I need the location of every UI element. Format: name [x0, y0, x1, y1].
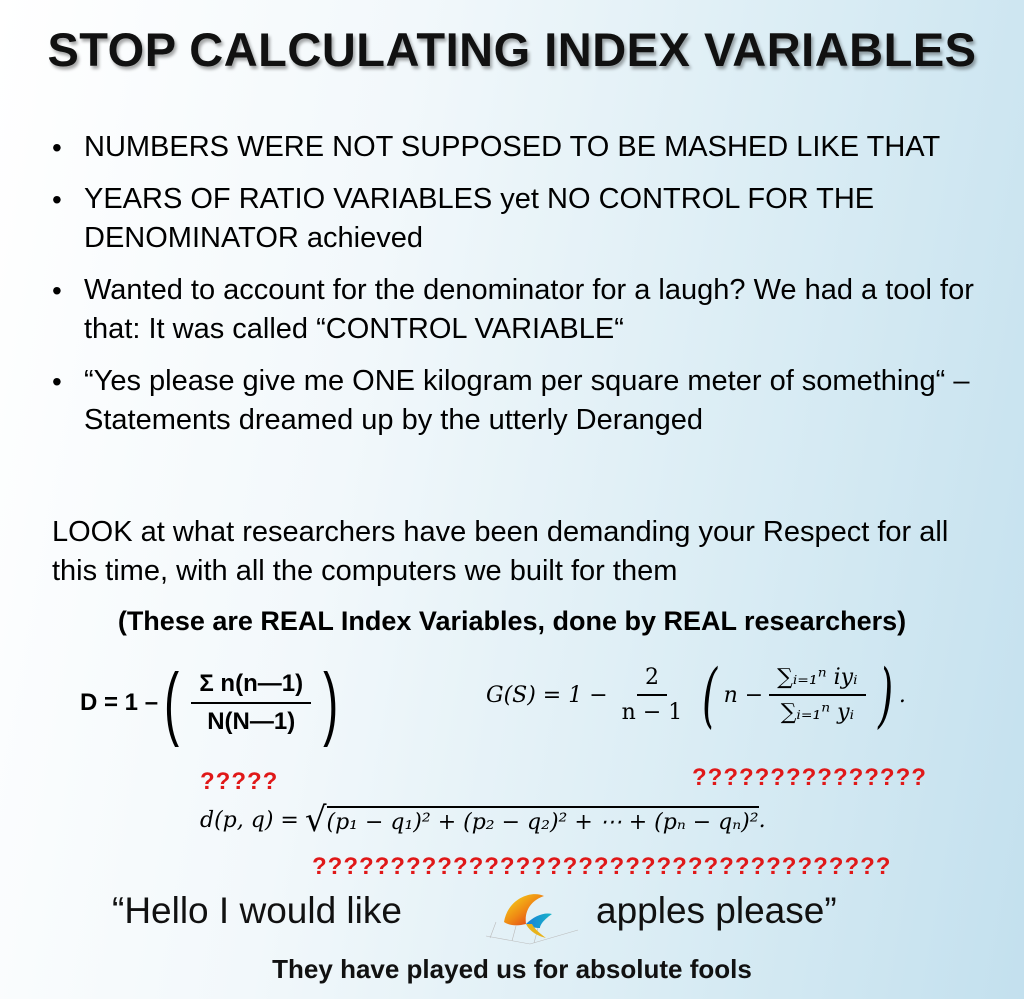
- formula-denominator: N(N—1): [207, 708, 296, 735]
- formula-denominator: n − 1: [621, 700, 683, 725]
- formula-numerator: Σ n(n—1): [191, 670, 312, 704]
- right-paren-icon: ): [877, 654, 893, 736]
- formula-coefficient: 2 n − 1: [614, 665, 691, 725]
- formula-lhs: G(S) = 1 −: [486, 682, 608, 708]
- diversity-index-formula: D = 1 – ( Σ n(n—1) N(N—1) ): [80, 662, 344, 744]
- formula-end: .: [898, 682, 906, 708]
- formula-numerator: 2: [636, 665, 667, 696]
- look-paragraph: LOOK at what researchers have been deman…: [52, 516, 949, 587]
- question-marks: ?????: [200, 768, 279, 795]
- hello-text-end: apples please”: [596, 890, 837, 931]
- hello-text-start: “Hello I would like: [112, 890, 402, 931]
- sqrt-icon: √: [304, 800, 327, 840]
- formula-numerator: ∑ᵢ₌₁ⁿ iyᵢ: [769, 665, 866, 696]
- formula-denominator: ∑ᵢ₌₁ⁿ yᵢ: [780, 700, 855, 725]
- formula-lhs: d(p, q) =: [200, 807, 299, 833]
- formula-term: n −: [723, 682, 764, 708]
- page-title: STOP CALCULATING INDEX VARIABLES: [47, 23, 977, 76]
- bullet-item: NUMBERS WERE NOT SUPPOSED TO BE MASHED L…: [52, 128, 982, 167]
- question-marks: ???????????????: [692, 764, 927, 791]
- formula-radicand: (p₁ − q₁)² + (p₂ − q₂)² + ⋯ + (pₙ − qₙ)²: [326, 805, 759, 835]
- bullet-item: Wanted to account for the denominator fo…: [52, 271, 982, 349]
- left-paren-icon: (: [702, 654, 718, 736]
- formulas-subtitle: (These are REAL Index Variables, done by…: [117, 606, 907, 636]
- closing-line: They have played us for absolute fools: [272, 954, 752, 984]
- gini-formula: G(S) = 1 − 2 n − 1 ( n − ∑ᵢ₌₁ⁿ iyᵢ ∑ᵢ₌₁ⁿ…: [486, 660, 906, 730]
- bullet-list: NUMBERS WERE NOT SUPPOSED TO BE MASHED L…: [52, 128, 982, 453]
- right-paren-icon: ): [323, 657, 339, 748]
- question-marks: ?????????????????????????????????????: [312, 853, 892, 880]
- hello-line: “Hello I would like apples please”: [112, 890, 837, 932]
- 3d-surface-plot-icon: [485, 894, 579, 945]
- left-paren-icon: (: [164, 657, 180, 748]
- formula-fraction: ∑ᵢ₌₁ⁿ iyᵢ ∑ᵢ₌₁ⁿ yᵢ: [769, 665, 866, 725]
- bullet-item: YEARS OF RATIO VARIABLES yet NO CONTROL …: [52, 180, 982, 258]
- formula-end: .: [758, 807, 766, 833]
- bullet-item: “Yes please give me ONE kilogram per squ…: [52, 362, 982, 440]
- formula-fraction: Σ n(n—1) N(N—1): [191, 670, 312, 736]
- euclidean-distance-formula: d(p, q) = √ (p₁ − q₁)² + (p₂ − q₂)² + ⋯ …: [200, 800, 766, 840]
- formula-lhs: D = 1 –: [80, 689, 159, 716]
